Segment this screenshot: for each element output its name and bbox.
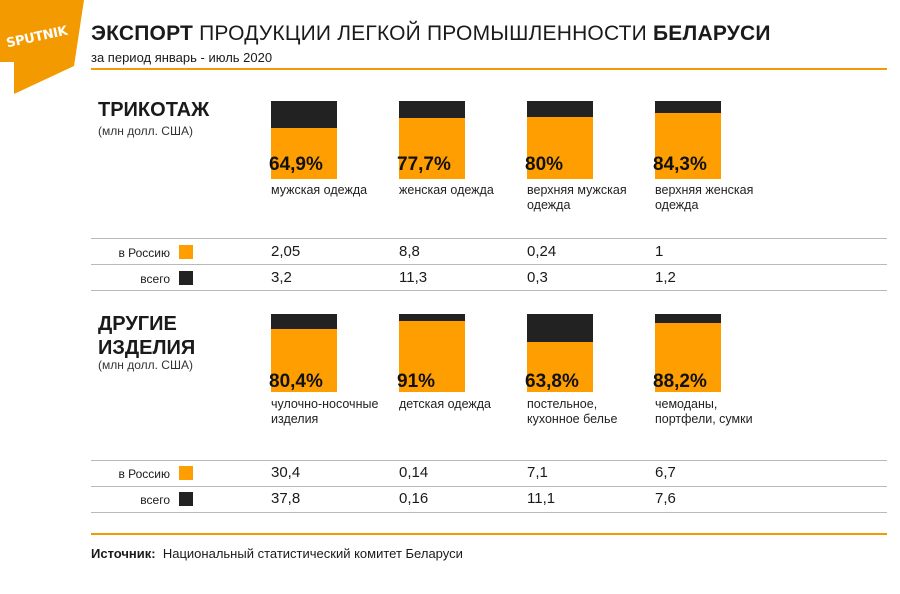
source-label: Источник: — [91, 546, 156, 561]
bar — [655, 314, 721, 392]
value-russia: 0,24 — [527, 243, 557, 260]
value-russia: 0,14 — [399, 464, 429, 481]
category-label: женская одежда — [399, 183, 494, 197]
page-subtitle: за период январь - июль 2020 — [91, 50, 273, 65]
bar — [527, 314, 593, 392]
value-total: 37,8 — [271, 490, 301, 507]
bar-russia-share — [527, 116, 593, 179]
legend-swatch-russia — [179, 245, 193, 259]
bar — [655, 101, 721, 179]
bar — [399, 101, 465, 179]
bar-russia-share — [655, 323, 721, 392]
section-title-other: ДРУГИЕ ИЗДЕЛИЯ — [98, 313, 196, 359]
header-divider — [91, 68, 887, 70]
category-label: постельное, кухонное белье — [527, 397, 618, 426]
source-note: Источник: Национальный статистический ко… — [91, 546, 463, 561]
title-regular: ПРОДУКЦИИ ЛЕГКОЙ ПРОМЫШЛЕННОСТИ — [199, 22, 647, 45]
bar-russia-share — [271, 128, 337, 179]
divider — [91, 238, 887, 239]
category-label: верхняя женская одежда — [655, 183, 754, 212]
section-unit-other: (млн долл. США) — [98, 358, 193, 372]
bar-russia-share — [527, 342, 593, 392]
bar-russia-share — [399, 118, 465, 179]
legend-swatch-total — [179, 492, 193, 506]
value-russia: 2,05 — [271, 243, 301, 260]
percent-label: 80,4% — [269, 371, 323, 392]
category-label: детская одежда — [399, 397, 491, 411]
value-total: 3,2 — [271, 269, 292, 286]
value-russia: 6,7 — [655, 464, 676, 481]
section-unit-knitwear: (млн долл. США) — [98, 124, 193, 138]
category-label: чулочно-носочные изделия — [271, 397, 379, 426]
legend-swatch-russia — [179, 466, 193, 480]
title-bold-export: ЭКСПОРТ — [91, 22, 194, 45]
divider — [91, 460, 887, 461]
divider — [91, 486, 887, 487]
value-total: 11,1 — [527, 490, 556, 507]
bar-russia-share — [271, 329, 337, 392]
divider — [91, 290, 887, 291]
value-total: 7,6 — [655, 490, 676, 507]
bar-russia-share — [655, 113, 721, 179]
legend-label-total: всего — [140, 493, 170, 507]
bar — [271, 101, 337, 179]
value-russia: 8,8 — [399, 243, 420, 260]
section-title-knitwear: ТРИКОТАЖ — [98, 99, 210, 121]
bar — [399, 314, 465, 392]
percent-label: 80% — [525, 154, 564, 175]
source-text: Национальный статистический комитет Бела… — [162, 546, 463, 561]
category-label: чемоданы, портфели, сумки — [655, 397, 753, 426]
legend-swatch-total — [179, 271, 193, 285]
bar-russia-share — [399, 321, 465, 392]
value-total: 11,3 — [399, 269, 428, 286]
bar — [527, 101, 593, 179]
percent-label: 77,7% — [397, 154, 451, 175]
category-label: мужская одежда — [271, 183, 368, 197]
value-total: 0,3 — [527, 269, 548, 286]
page-title: ЭКСПОРТ ПРОДУКЦИИ ЛЕГКОЙ ПРОМЫШЛЕННОСТИ … — [91, 22, 771, 46]
value-russia: 1 — [655, 243, 664, 260]
legend-label-total: всего — [140, 272, 170, 286]
percent-label: 84,3% — [653, 154, 707, 175]
percent-label: 88,2% — [653, 371, 707, 392]
bar — [271, 314, 337, 392]
percent-label: 64,9% — [269, 154, 323, 175]
category-label: верхняя мужская одежда — [527, 183, 627, 212]
footer-divider — [91, 533, 887, 535]
percent-label: 63,8% — [525, 371, 579, 392]
value-total: 0,16 — [399, 490, 429, 507]
title-bold-belarus: БЕЛАРУСИ — [653, 22, 771, 45]
legend-label-russia: в Россию — [118, 467, 170, 481]
divider — [91, 512, 887, 513]
value-russia: 7,1 — [527, 464, 548, 481]
percent-label: 91% — [397, 371, 436, 392]
legend-label-russia: в Россию — [118, 246, 170, 260]
sputnik-logo — [0, 0, 84, 94]
divider — [91, 264, 887, 265]
value-russia: 30,4 — [271, 464, 301, 481]
value-total: 1,2 — [655, 269, 676, 286]
